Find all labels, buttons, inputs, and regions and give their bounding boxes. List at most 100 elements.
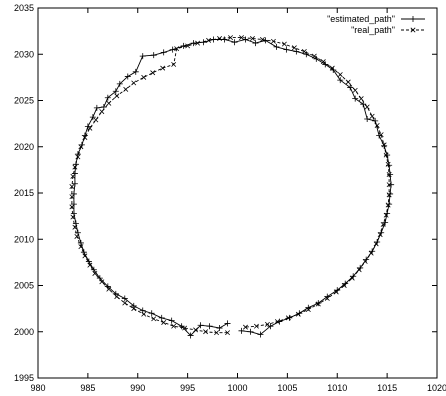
data-point-real-path xyxy=(114,294,120,300)
data-point-estimated-path xyxy=(330,66,337,73)
data-point-estimated-path xyxy=(190,40,197,47)
data-point-estimated-path xyxy=(139,53,146,60)
data-point-real-path xyxy=(151,316,157,322)
data-point-real-path xyxy=(358,96,364,102)
x-tick-label: 1000 xyxy=(227,383,247,393)
data-point-real-path xyxy=(92,270,98,276)
data-point-real-path xyxy=(114,93,120,99)
data-point-estimated-path xyxy=(169,46,176,53)
data-point-real-path xyxy=(385,161,391,167)
data-point-real-path xyxy=(333,289,339,295)
data-point-real-path xyxy=(106,286,112,292)
data-point-real-path xyxy=(82,253,88,259)
data-point-real-path xyxy=(345,79,351,85)
y-tick-label: 2020 xyxy=(14,142,34,152)
data-point-estimated-path xyxy=(148,310,155,317)
data-point-estimated-path xyxy=(315,300,322,307)
data-point-estimated-path xyxy=(273,43,280,50)
y-tick-label: 2030 xyxy=(14,49,34,59)
data-point-estimated-path xyxy=(116,80,123,87)
plot-axes: 980 985 990 995 1000 1005 1010 1015 1020 1995 2000… xyxy=(14,3,446,393)
legend-label-estimated-path: "estimated_path" xyxy=(327,14,395,24)
data-point-estimated-path xyxy=(197,322,204,329)
data-point-real-path xyxy=(383,152,389,158)
data-point-real-path xyxy=(386,182,392,188)
y-tick-label: 2000 xyxy=(14,327,34,337)
data-point-real-path xyxy=(364,104,370,110)
data-point-real-path xyxy=(305,307,311,313)
data-point-real-path xyxy=(295,311,301,317)
data-point-estimated-path xyxy=(70,210,77,217)
data-point-real-path xyxy=(87,125,93,131)
data-point-estimated-path xyxy=(160,49,167,56)
data-point-estimated-path xyxy=(231,39,238,46)
data-point-real-path xyxy=(329,65,335,71)
data-point-real-path xyxy=(228,35,233,41)
data-point-real-path xyxy=(131,80,137,86)
data-point-estimated-path xyxy=(93,104,100,111)
data-point-estimated-path xyxy=(238,327,245,334)
x-tick-label: 1020 xyxy=(427,383,446,393)
data-point-real-path xyxy=(341,283,347,288)
data-point-real-path xyxy=(123,86,129,92)
data-point-real-path xyxy=(122,300,128,306)
data-point-real-path xyxy=(141,74,147,80)
data-point-real-path xyxy=(253,323,259,329)
data-point-estimated-path xyxy=(187,332,194,339)
data-point-real-path xyxy=(171,323,177,329)
series-line-real-path xyxy=(71,37,390,334)
data-point-real-path xyxy=(225,330,231,336)
data-point-real-path xyxy=(214,330,220,336)
data-point-real-path xyxy=(93,117,99,123)
data-point-real-path xyxy=(69,204,75,210)
data-point-real-path xyxy=(78,244,84,250)
data-point-real-path xyxy=(373,241,379,247)
data-point-estimated-path xyxy=(313,55,320,62)
y-tick-label: 1995 xyxy=(14,373,34,383)
data-point-real-path xyxy=(106,100,112,106)
data-point-real-path xyxy=(320,59,326,65)
data-point-real-path xyxy=(193,327,199,333)
data-point-real-path xyxy=(182,325,188,331)
data-point-estimated-path xyxy=(71,180,78,187)
data-point-real-path xyxy=(78,144,84,150)
data-point-estimated-path xyxy=(322,61,329,68)
x-tick-label: 980 xyxy=(30,383,45,393)
data-point-real-path xyxy=(362,258,368,264)
data-point-estimated-path xyxy=(384,152,391,159)
data-point-real-path xyxy=(87,262,93,268)
data-point-real-path xyxy=(368,250,374,256)
data-point-estimated-path xyxy=(178,323,185,330)
data-point-real-path xyxy=(259,36,265,42)
data-point-estimated-path xyxy=(387,171,394,178)
data-point-estimated-path xyxy=(337,77,344,84)
data-point-real-path xyxy=(356,267,362,273)
data-point-real-path xyxy=(264,321,270,327)
data-point-estimated-path xyxy=(347,84,354,91)
data-point-estimated-path xyxy=(112,88,119,95)
data-point-estimated-path xyxy=(139,307,146,314)
data-point-real-path xyxy=(72,164,78,170)
data-point-real-path xyxy=(352,87,358,93)
data-point-estimated-path xyxy=(374,239,381,246)
data-point-real-path xyxy=(374,122,380,128)
data-point-real-path xyxy=(160,65,166,71)
data-point-real-path xyxy=(195,40,201,46)
data-point-real-path xyxy=(203,329,209,335)
data-point-estimated-path xyxy=(132,68,139,75)
data-point-estimated-path xyxy=(216,325,223,332)
y-tick-label: 2025 xyxy=(14,96,34,106)
data-point-real-path xyxy=(378,132,384,138)
x-tick-label: 990 xyxy=(130,383,145,393)
data-point-estimated-path xyxy=(224,320,231,327)
series-real-path xyxy=(69,35,392,336)
data-point-real-path xyxy=(301,48,307,54)
data-point-real-path xyxy=(70,214,76,220)
x-tick-label: 1010 xyxy=(327,383,347,393)
data-point-real-path xyxy=(74,233,80,239)
data-point-estimated-path xyxy=(150,52,157,59)
data-point-estimated-path xyxy=(252,40,259,47)
data-point-estimated-path xyxy=(89,114,96,121)
data-point-real-path xyxy=(337,72,343,78)
data-point-estimated-path xyxy=(221,36,228,43)
